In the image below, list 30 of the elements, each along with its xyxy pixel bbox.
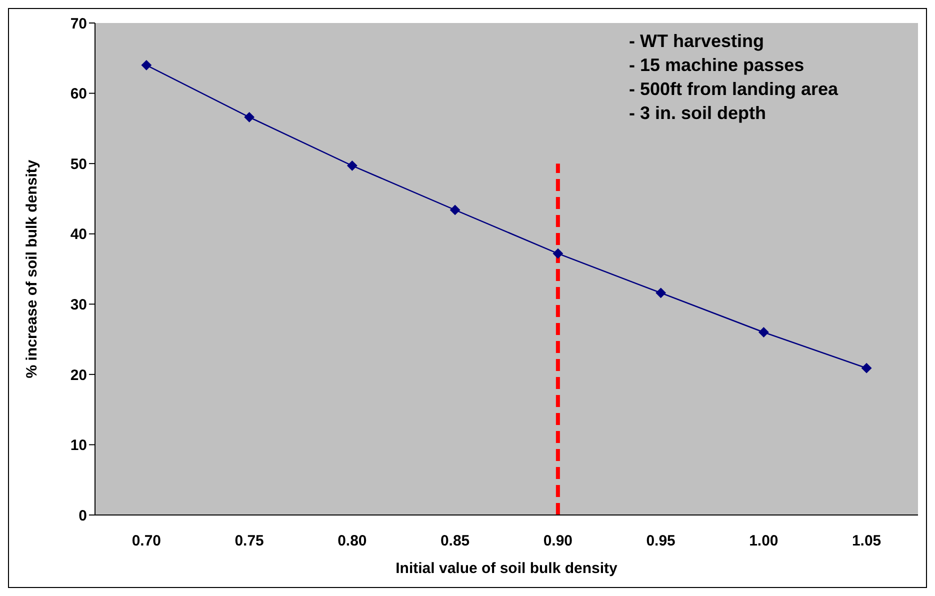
x-tick-label: 0.95 [646,532,676,550]
x-tick-label: 0.70 [132,532,162,550]
x-tick-label: 0.80 [338,532,367,550]
annotation: - 15 machine passes [629,54,806,77]
annotation: - WT harvesting [629,30,766,53]
y-tick-label: 0 [78,507,87,524]
annotation: - 3 in. soil depth [629,102,768,125]
x-tick-label: 1.00 [749,532,778,550]
point [450,204,460,215]
y-tick-label: 60 [70,86,87,103]
x-tick-label: 0.75 [234,532,264,550]
y-tick-label: 40 [70,226,87,244]
point [656,288,666,298]
point [141,60,152,70]
y-tick-label: 70 [70,15,87,32]
point [244,112,254,122]
y-tick-label: 20 [70,366,87,384]
point [347,160,358,171]
y-axis-title: % increase of soil bulk density [23,159,40,378]
y-tick-label: 50 [70,156,87,173]
annotation: - 500ft from landing area [629,78,838,101]
x-tick-label: 0.85 [440,532,470,550]
x-tick-label: 1.05 [852,532,882,550]
x-axis-title: Initial value of soil bulk density [396,560,618,577]
point [552,248,563,259]
x-tick-label: 0.90 [543,532,573,550]
y-tick-label: 30 [70,296,87,314]
y-tick-label: 10 [70,437,87,454]
point [862,363,872,374]
point [758,327,769,338]
